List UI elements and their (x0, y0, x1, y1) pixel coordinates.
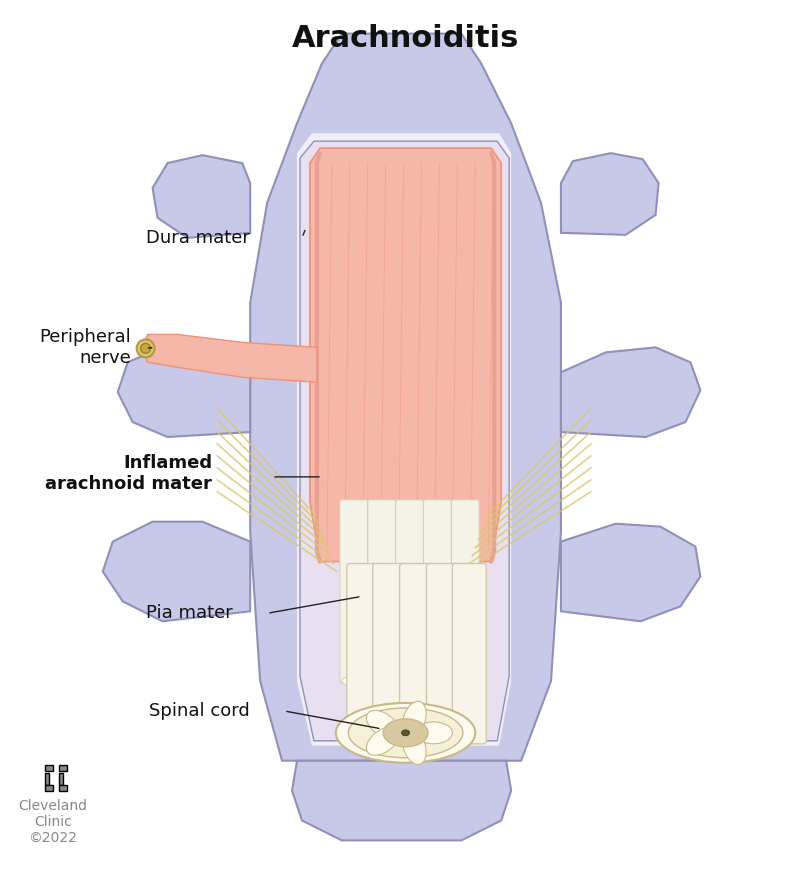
Ellipse shape (141, 343, 150, 354)
Polygon shape (561, 524, 700, 621)
Ellipse shape (366, 727, 400, 755)
FancyBboxPatch shape (368, 500, 396, 683)
Polygon shape (250, 34, 561, 761)
Text: Cleveland
Clinic
©2022: Cleveland Clinic ©2022 (18, 798, 87, 845)
Polygon shape (292, 761, 511, 841)
Polygon shape (561, 153, 658, 235)
Ellipse shape (398, 676, 422, 686)
Ellipse shape (454, 676, 478, 686)
Text: Inflamed
arachnoid mater: Inflamed arachnoid mater (46, 454, 212, 493)
Ellipse shape (402, 701, 426, 738)
Ellipse shape (342, 676, 366, 686)
Polygon shape (142, 334, 317, 382)
Ellipse shape (402, 729, 410, 736)
Polygon shape (310, 148, 501, 562)
Ellipse shape (370, 676, 394, 686)
Polygon shape (300, 141, 509, 741)
Text: Arachnoiditis: Arachnoiditis (292, 24, 519, 53)
FancyBboxPatch shape (451, 500, 479, 683)
Polygon shape (561, 348, 700, 437)
FancyBboxPatch shape (423, 500, 451, 683)
FancyBboxPatch shape (426, 564, 460, 744)
Ellipse shape (348, 708, 463, 758)
Ellipse shape (414, 721, 452, 744)
FancyBboxPatch shape (45, 773, 49, 785)
FancyBboxPatch shape (45, 765, 53, 771)
FancyBboxPatch shape (59, 773, 63, 785)
FancyBboxPatch shape (373, 564, 406, 744)
Text: Dura mater: Dura mater (146, 228, 250, 247)
Polygon shape (102, 521, 250, 621)
Ellipse shape (426, 676, 450, 686)
FancyBboxPatch shape (45, 785, 53, 790)
FancyBboxPatch shape (59, 765, 67, 771)
Text: Peripheral
nerve: Peripheral nerve (39, 328, 130, 367)
Polygon shape (153, 155, 250, 238)
FancyBboxPatch shape (340, 500, 368, 683)
Ellipse shape (366, 710, 400, 739)
Ellipse shape (383, 719, 428, 747)
Polygon shape (118, 348, 250, 437)
FancyBboxPatch shape (396, 500, 423, 683)
Text: Spinal cord: Spinal cord (150, 702, 250, 720)
FancyBboxPatch shape (399, 564, 434, 744)
Ellipse shape (402, 728, 426, 765)
Polygon shape (297, 133, 511, 746)
FancyBboxPatch shape (347, 564, 381, 744)
Text: Pia mater: Pia mater (146, 604, 232, 623)
FancyBboxPatch shape (59, 785, 67, 790)
Ellipse shape (137, 340, 154, 357)
FancyBboxPatch shape (452, 564, 486, 744)
Ellipse shape (336, 703, 475, 763)
